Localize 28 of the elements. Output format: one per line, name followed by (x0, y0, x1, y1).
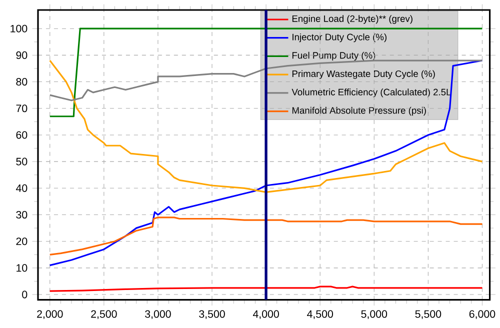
y-tick-label: 70 (16, 104, 28, 112)
x-tick-label: 2,500 (91, 310, 117, 320)
x-tick-label: 4,000 (252, 310, 279, 320)
legend-label: Injector Duty Cycle (%) (292, 34, 386, 42)
legend-label: Primary Wastegate Duty Cycle (%) (292, 70, 435, 79)
y-tick-label: 30 (16, 211, 28, 219)
legend-label: Manifold Absolute Pressure (psi) (292, 106, 426, 116)
y-tick-label: 0 (22, 290, 28, 298)
x-tick-label: 3,500 (199, 310, 225, 320)
legend-label: Engine Load (2-byte)** (grev) (292, 15, 412, 24)
y-tick-label: 100 (10, 24, 28, 32)
y-tick-label: 50 (16, 158, 28, 166)
y-tick-label: 10 (16, 264, 28, 272)
x-tick-label: 6,000 (469, 310, 496, 320)
line-series (49, 28, 484, 118)
y-tick-label: 80 (16, 78, 28, 86)
legend-label: Volumetric Efficiency (Calculated) 2.5L (292, 88, 451, 98)
y-tick-label: 90 (16, 52, 28, 60)
line-series (49, 60, 484, 266)
line-series (49, 60, 484, 194)
x-tick-label: 4,500 (307, 310, 334, 320)
x-tick-label: 2,000 (37, 310, 63, 320)
x-tick-label: 3,000 (145, 310, 171, 320)
y-tick-label: 60 (16, 131, 28, 139)
y-tick-label: 40 (16, 184, 28, 192)
y-tick-label: 20 (16, 238, 28, 246)
x-tick-label: 5,500 (415, 310, 442, 320)
x-tick-label: 5,000 (361, 310, 388, 320)
